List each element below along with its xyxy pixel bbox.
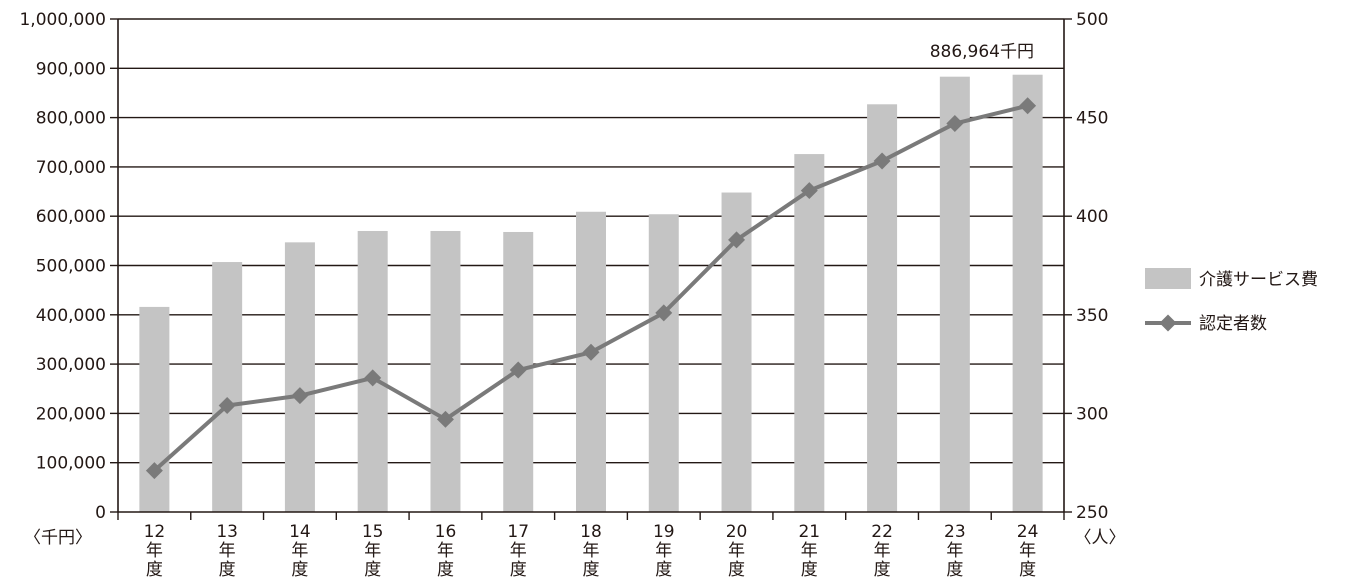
legend-line-marker: [1159, 314, 1177, 332]
category-label: 度: [583, 560, 600, 580]
bar: [1012, 74, 1043, 512]
legend-bar-label: 介護サービス費: [1199, 270, 1318, 290]
left-axis-ticks: 0 100,000 200,000 300,000 400,000 500,000 600,…: [19, 10, 118, 523]
category-label: 度: [801, 560, 818, 580]
category-label: 22: [871, 522, 893, 542]
category-label: 24: [1017, 522, 1039, 542]
bar: [939, 76, 970, 512]
right-tick-label: 450: [1076, 109, 1108, 129]
line-point: [655, 304, 673, 322]
line-point: [291, 387, 309, 405]
category-label: 21: [798, 522, 820, 542]
category-label: 15: [362, 522, 384, 542]
line-point: [728, 231, 746, 249]
category-label: 年: [364, 541, 381, 561]
category-label: 度: [1019, 560, 1036, 580]
category-label: 16: [435, 522, 457, 542]
category-label: 年: [801, 541, 818, 561]
right-axis-unit: 〈人〉: [1075, 528, 1126, 548]
category-label: 度: [291, 560, 308, 580]
legend: 介護サービス費 認定者数: [1145, 268, 1318, 334]
line-point: [946, 115, 964, 133]
category-label: 年: [1019, 541, 1036, 561]
category-label: 度: [510, 560, 527, 580]
bar: [867, 104, 898, 512]
category-label: 度: [655, 560, 672, 580]
bar: [284, 242, 315, 513]
left-tick-label: 400,000: [36, 306, 106, 326]
category-label: 年: [510, 541, 527, 561]
legend-line-label: 認定者数: [1199, 314, 1267, 334]
line-point: [800, 182, 818, 200]
category-label: 度: [946, 560, 963, 580]
annotation-label: 886,964千円: [930, 42, 1034, 62]
category-label: 年: [728, 541, 745, 561]
category-label: 年: [291, 541, 308, 561]
line-point: [364, 369, 382, 387]
category-label: 17: [507, 522, 529, 542]
left-tick-label: 0: [95, 503, 106, 523]
bar: [139, 306, 170, 512]
line-point: [873, 152, 891, 170]
left-tick-label: 100,000: [36, 454, 106, 474]
right-tick-label: 500: [1076, 10, 1108, 30]
category-label: 19: [653, 522, 675, 542]
category-label: 年: [146, 541, 163, 561]
left-tick-label: 600,000: [36, 207, 106, 227]
left-tick-label: 300,000: [36, 355, 106, 375]
category-label: 12: [144, 522, 166, 542]
category-label: 20: [726, 522, 748, 542]
category-labels: 12年度13年度14年度15年度16年度17年度18年度19年度20年度21年度…: [144, 522, 1039, 580]
line-point: [145, 462, 163, 480]
category-label: 度: [364, 560, 381, 580]
category-label: 度: [874, 560, 891, 580]
category-label: 年: [946, 541, 963, 561]
category-label: 年: [583, 541, 600, 561]
right-tick-label: 300: [1076, 404, 1108, 424]
category-label: 年: [655, 541, 672, 561]
legend-bar-swatch: [1145, 268, 1191, 289]
left-tick-label: 900,000: [36, 59, 106, 79]
left-axis-unit: 〈千円〉: [24, 528, 92, 548]
category-label: 14: [289, 522, 311, 542]
bar: [794, 154, 825, 512]
category-label: 年: [437, 541, 454, 561]
left-tick-label: 800,000: [36, 109, 106, 129]
bar: [430, 230, 461, 513]
line-point: [582, 343, 600, 361]
right-axis-ticks: 250 300 350 400 450 500: [1064, 10, 1108, 523]
bar: [212, 262, 243, 512]
category-label: 23: [944, 522, 966, 542]
right-tick-label: 250: [1076, 503, 1108, 523]
category-label: 度: [146, 560, 163, 580]
category-label: 13: [216, 522, 238, 542]
left-tick-label: 200,000: [36, 404, 106, 424]
left-tick-label: 1,000,000: [19, 10, 106, 30]
category-label: 度: [437, 560, 454, 580]
category-label: 年: [219, 541, 236, 561]
line-point: [436, 410, 454, 428]
right-tick-label: 400: [1076, 207, 1108, 227]
bar: [648, 214, 679, 512]
category-label: 度: [219, 560, 236, 580]
category-label: 18: [580, 522, 602, 542]
right-tick-label: 350: [1076, 306, 1108, 326]
bar: [576, 211, 606, 512]
category-label: 度: [728, 560, 745, 580]
line-point: [509, 361, 527, 379]
left-tick-label: 700,000: [36, 158, 106, 178]
left-tick-label: 500,000: [36, 257, 106, 277]
category-label: 年: [874, 541, 891, 561]
bar-series: [139, 74, 1043, 513]
line-series: [145, 97, 1037, 480]
line-point: [218, 397, 236, 414]
